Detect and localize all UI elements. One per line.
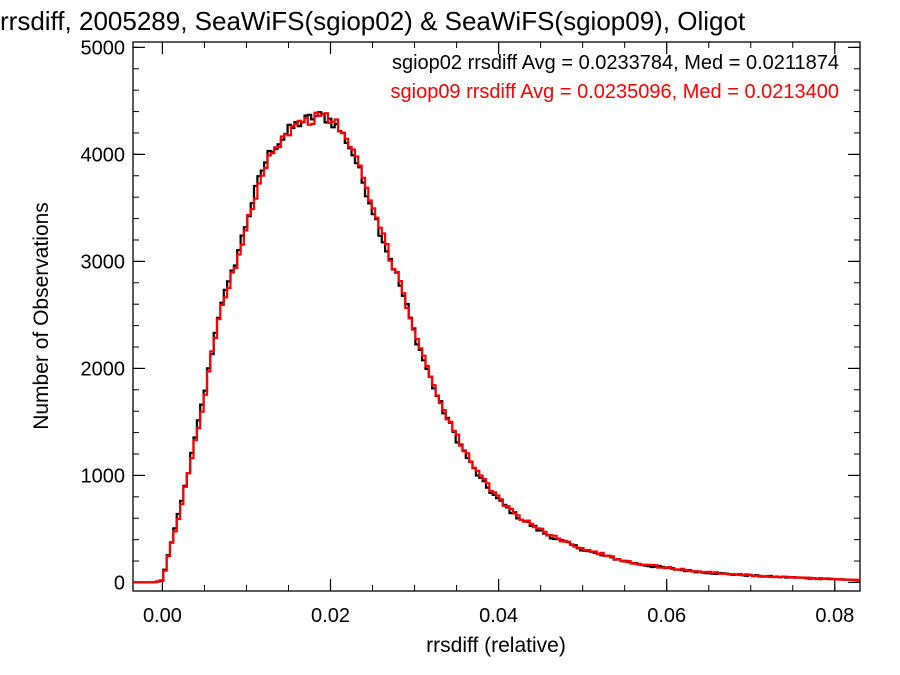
axis-ticks [133,42,860,591]
series-line-sgiop09 [133,111,861,584]
y-tick-labels: 0 1000 2000 3000 4000 5000 [81,37,126,594]
x-tick-label: 0.00 [143,605,182,627]
x-axis-label: rrsdiff (relative) [426,634,566,657]
plot-frame [132,41,861,592]
x-tick-label: 0.02 [311,605,350,627]
x-tick-label: 0.08 [815,605,854,627]
y-tick-label: 5000 [81,37,126,59]
y-tick-label: 2000 [81,358,126,380]
chart-title: rrsdiff, 2005289, SeaWiFS(sgiop02) & Sea… [0,6,746,36]
x-tick-label: 0.04 [479,605,518,627]
y-tick-label: 1000 [81,465,126,487]
legend-stats-sgiop02: sgiop02 rrsdiff Avg = 0.0233784, Med = 0… [392,52,839,74]
legend-stats-sgiop09: sgiop09 rrsdiff Avg = 0.0235096, Med = 0… [391,81,840,103]
y-tick-label: 3000 [81,251,126,273]
series-layer [133,111,861,584]
y-tick-label: 4000 [81,144,126,166]
y-tick-label: 0 [114,572,125,594]
x-tick-labels: 0.00 0.02 0.04 0.06 0.08 [143,605,854,627]
x-tick-label: 0.06 [647,605,686,627]
y-axis-label: Number of Observations [30,202,53,430]
series-line-sgiop02 [133,111,861,584]
